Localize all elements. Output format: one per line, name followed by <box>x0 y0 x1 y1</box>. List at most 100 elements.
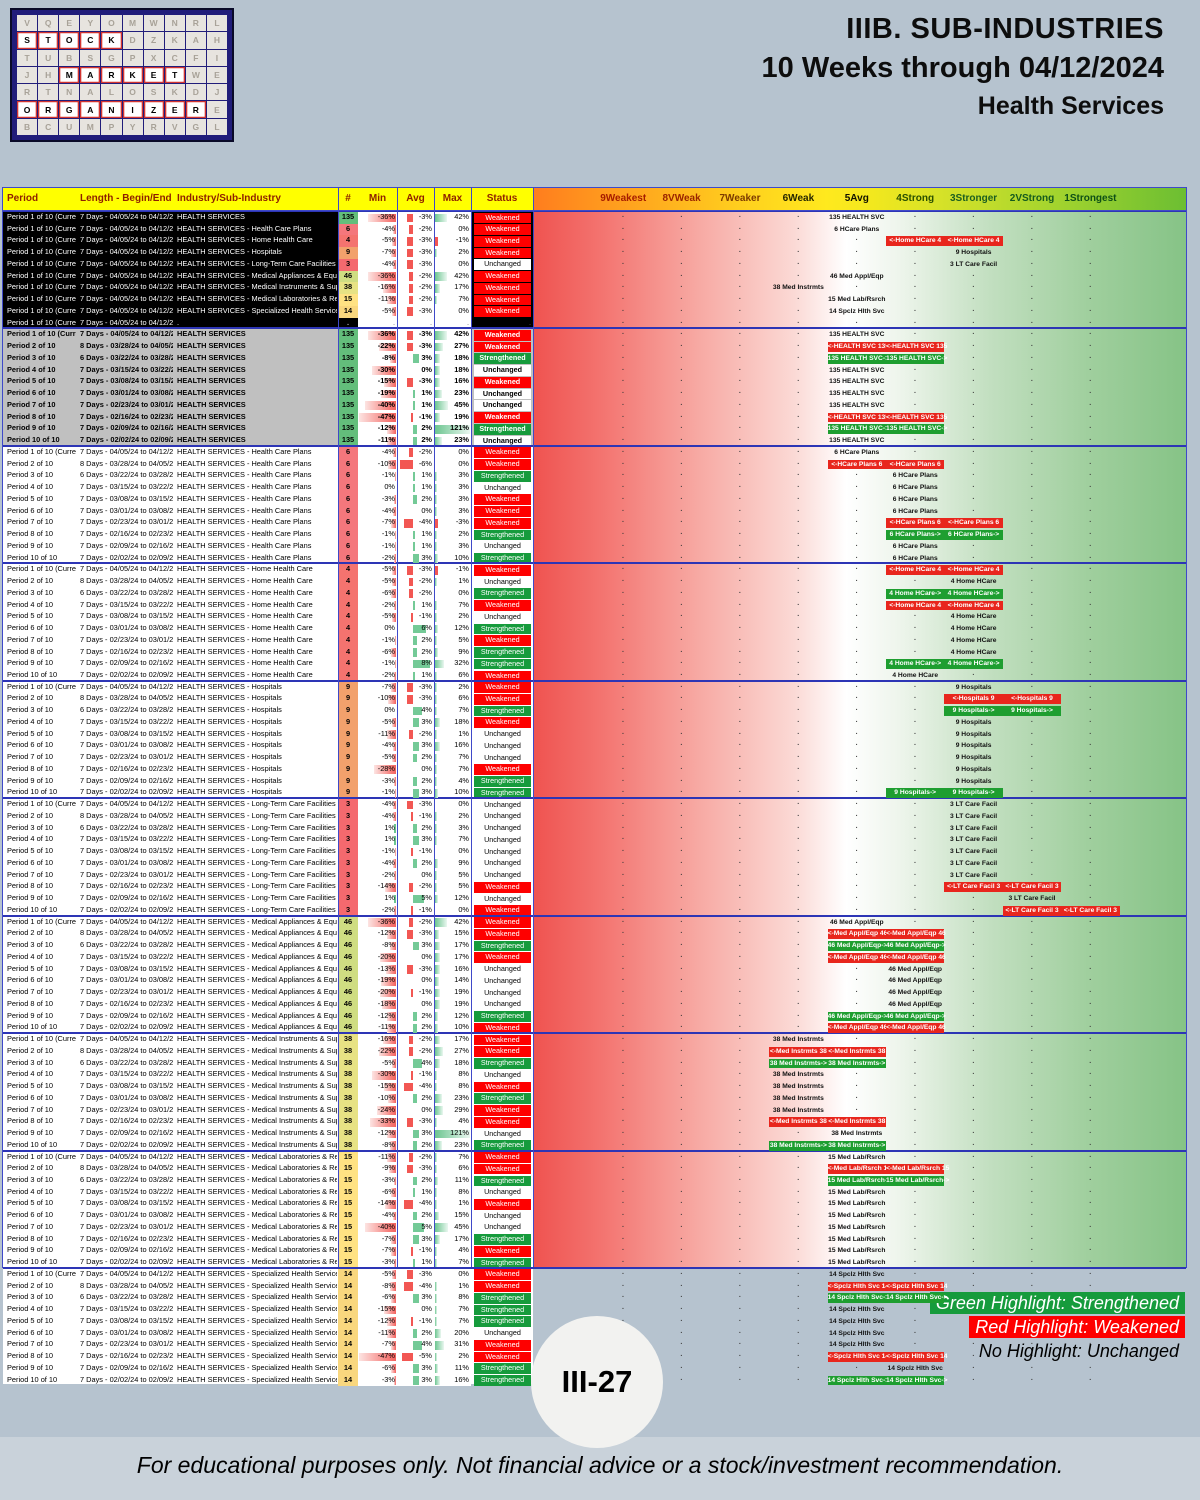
strength-dot: . <box>622 212 624 219</box>
status-cell: Strengthened <box>471 1375 533 1387</box>
length-cell: 7 Days - 04/05/24 to 04/12/24 <box>80 270 173 280</box>
length-cell: 7 Days - 02/09/24 to 02/16/24 <box>80 893 173 903</box>
status-badge: Strengthened <box>474 623 531 635</box>
strength-dot: . <box>1030 1163 1033 1171</box>
strength-mark: 14 Spclz Hlth Svc <box>829 1329 885 1337</box>
column-header-strength-4: 4Strong <box>896 193 935 204</box>
avg-cell: -3% <box>397 1268 434 1281</box>
strength-dot: . <box>797 1292 800 1300</box>
min-cell: -2% <box>358 904 397 917</box>
table-row: Period 4 of 10 7 Days - 03/15/24 to 03/22… <box>3 716 1186 729</box>
avg-cell: 1% <box>397 670 434 682</box>
strength-dot: . <box>972 1186 975 1194</box>
strength-dot: . <box>1030 810 1033 818</box>
period-cell: Period 3 of 10 <box>7 705 54 715</box>
cell-value: 14% <box>454 975 469 985</box>
min-cell: -5% <box>358 1057 397 1070</box>
strength-dot: . <box>622 975 624 983</box>
strength-dot: . <box>1089 658 1092 666</box>
status-badge: Strengthened <box>474 1234 531 1245</box>
strength-dot: . <box>622 493 624 501</box>
avg-cell: -2% <box>397 916 434 929</box>
industry-cell: HEALTH SERVICES - Medical Laboratories &… <box>177 1186 337 1196</box>
strength-dot: . <box>738 752 741 760</box>
strength-mark: 38 Med Instrmts <box>772 284 824 292</box>
status-badge: Weakened <box>474 1163 531 1175</box>
logo-filler-letter: I <box>206 49 227 66</box>
strength-mark: 46 Med Appl/Eqp-> <box>827 941 888 951</box>
status-badge: Unchanged <box>474 999 531 1011</box>
min-cell: -14% <box>358 881 397 894</box>
cell-value: -1% <box>418 846 432 856</box>
strength-dot: . <box>797 763 800 771</box>
strength-mark: <-HCare Plans 6 <box>827 459 886 470</box>
length-cell: 7 Days - 02/09/24 to 02/16/24 <box>80 423 173 433</box>
strength-track: ....... 38 Med Instrmts-> 38 Med Instrmts-… <box>533 1140 1186 1152</box>
min-cell: -4% <box>358 857 397 870</box>
table-row: Period 10 of 10 7 Days - 02/02/24 to 02/0… <box>3 552 1186 565</box>
cell-value: -3% <box>381 775 395 785</box>
period-cell: Period 9 of 10 <box>7 1128 54 1138</box>
period-cell: Period 2 of 10 <box>7 1045 54 1055</box>
length-cell: 7 Days - 04/05/24 to 04/12/24 <box>80 247 173 257</box>
strength-dot: . <box>1030 423 1033 431</box>
strength-dot: . <box>1030 517 1033 525</box>
status-badge: Strengthened <box>474 423 531 435</box>
cell-value: -12% <box>377 928 395 938</box>
status-cell: Weakened <box>471 1351 533 1363</box>
cell-value: 3% <box>421 834 432 844</box>
min-data-bar <box>393 824 396 833</box>
strength-mark: 46 Med Appl/Eqp <box>829 918 884 926</box>
strength-dot: . <box>738 799 741 807</box>
strength-dot: . <box>680 1186 683 1194</box>
strength-dot: . <box>972 423 975 431</box>
strength-dot: . <box>738 940 741 948</box>
strength-dot: . <box>855 1104 858 1112</box>
cell-value: 2% <box>421 1010 432 1020</box>
strength-dot: . <box>797 857 800 865</box>
strength-dot: . <box>680 928 683 936</box>
strength-dot: . <box>914 399 916 407</box>
strength-mark: 46 Med Appl/Eqp <box>888 977 943 985</box>
length-cell: 7 Days - 03/01/24 to 03/08/24 <box>80 1210 173 1220</box>
status-badge: Strengthened <box>474 1140 531 1151</box>
strength-dot: . <box>914 1092 916 1100</box>
logo-filler-letter: V <box>17 15 38 32</box>
max-cell: 16% <box>434 1374 471 1387</box>
industry-cell: HEALTH SERVICES - Hospitals <box>177 752 282 762</box>
logo-filler-letter: V <box>164 118 185 135</box>
cell-value: 0% <box>384 705 395 715</box>
status-badge: Weakened <box>474 494 531 506</box>
table-row: Period 4 of 10 7 Days - 03/15/24 to 03/22… <box>3 364 1186 377</box>
status-cell: Weakened <box>471 235 533 247</box>
strength-track: ........ 46 Med Appl/Eqp <box>533 987 1186 999</box>
count-cell: 6 <box>338 458 358 471</box>
period-cell: Period 4 of 10 <box>7 482 54 492</box>
strength-mark: 46 Med Appl/Eqp <box>829 272 884 280</box>
strength-mark: 6 HCare Plans <box>834 225 880 233</box>
strength-track: .......4 Home HCare-> 4 Home HCare-> <box>533 658 1186 670</box>
cell-value: 3% <box>421 1292 432 1302</box>
cell-value: 23% <box>454 388 469 398</box>
cell-value: . <box>528 317 531 327</box>
strength-dot: . <box>1089 928 1092 936</box>
strength-dot: . <box>622 329 624 337</box>
min-cell: -5% <box>358 611 397 624</box>
strength-dot: . <box>797 341 800 349</box>
strength-dot: . <box>855 658 858 666</box>
strength-dot: . <box>738 1034 741 1042</box>
count-cell: 46 <box>338 928 358 941</box>
strength-track: .......6 HCare Plans-> 6 HCare Plans-> <box>533 529 1186 541</box>
strength-mark: <-Home HCare 4 <box>886 565 945 576</box>
industry-cell: HEALTH SERVICES - Long-Term Care Facilit… <box>177 881 336 891</box>
industry-cell: HEALTH SERVICES - Hospitals <box>177 763 282 773</box>
min-data-bar <box>386 1129 396 1139</box>
table-row: Period 9 of 10 7 Days - 02/09/24 to 02/16… <box>3 893 1186 905</box>
strength-mark: 46 Med Appl/Eqp-> <box>886 1011 946 1022</box>
count-cell: 3 <box>338 799 358 811</box>
status-cell: Strengthened <box>471 705 533 717</box>
avg-cell: -2% <box>397 587 434 600</box>
length-cell: 7 Days - 04/05/24 to 04/12/24 <box>80 1151 173 1161</box>
industry-cell: HEALTH SERVICES - Specialized Health Ser… <box>177 1315 337 1325</box>
count-cell: 46 <box>338 951 358 964</box>
